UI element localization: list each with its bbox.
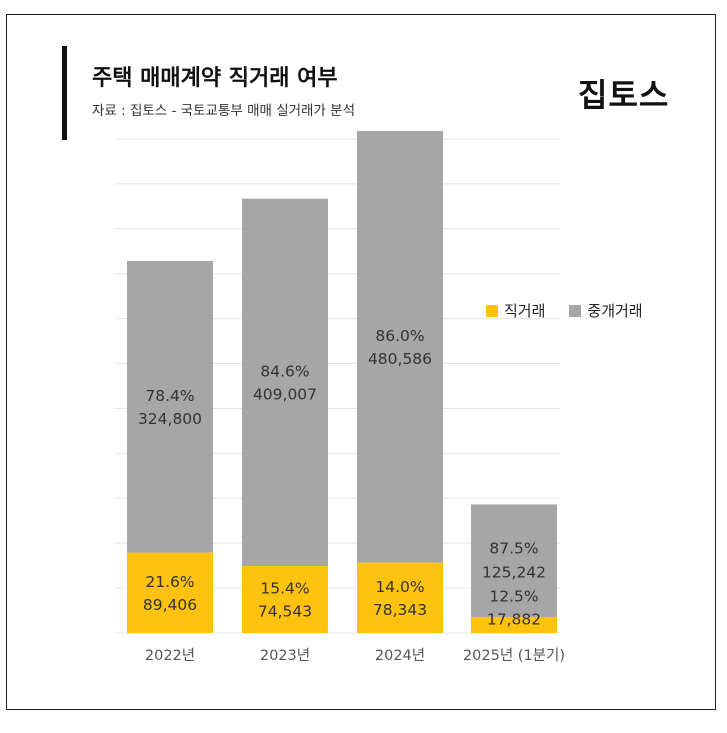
data-label-direct-percent: 14.0%: [375, 578, 424, 596]
legend-swatch-direct: [486, 304, 498, 317]
bar-direct: [127, 552, 213, 633]
chart-legend: 직거래 중개거래: [486, 300, 643, 321]
data-label-broker-value: 409,007: [253, 385, 317, 403]
bar-broker: [357, 130, 443, 563]
legend-item-broker: 중개거래: [569, 300, 643, 321]
data-label-direct-percent: 15.4%: [260, 580, 309, 598]
brand-logo: 집토스: [578, 76, 670, 114]
x-tick-label: 2025년 (1분기): [463, 647, 565, 664]
data-label-broker-percent: 86.0%: [375, 327, 424, 345]
bar-direct: [357, 562, 443, 633]
x-tick-label: 2024년: [375, 647, 425, 664]
data-label-broker-percent: 78.4%: [145, 387, 194, 405]
title-accent-bar: [62, 46, 67, 140]
bar-direct: [471, 616, 557, 633]
legend-label-direct: 직거래: [504, 302, 546, 320]
legend-item-direct: 직거래: [486, 300, 545, 321]
data-label-broker-percent: 87.5%: [489, 539, 538, 557]
bar-broker: [242, 198, 328, 567]
legend-label-broker: 중개거래: [587, 302, 643, 320]
data-label-broker-value: 324,800: [138, 410, 202, 428]
x-tick-label: 2022년: [145, 647, 195, 664]
bar-broker: [471, 504, 557, 617]
legend-swatch-broker: [569, 304, 582, 317]
data-label-direct-value: 17,882: [487, 610, 541, 628]
data-label-direct-value: 74,543: [258, 603, 312, 621]
bar-direct: [242, 566, 328, 633]
x-tick-label: 2023년: [260, 647, 310, 664]
data-label-direct-percent: 21.6%: [145, 573, 194, 591]
chart-source: 자료 : 집토스 - 국토교통부 매매 실거래가 분석: [92, 103, 356, 119]
bar-broker: [127, 260, 213, 553]
data-label-broker-value: 480,586: [368, 350, 432, 368]
data-label-broker-value: 125,242: [482, 563, 546, 581]
chart-title: 주택 매매계약 직거래 여부: [92, 66, 338, 91]
data-label-direct-value: 89,406: [143, 596, 197, 614]
data-label-broker-percent: 84.6%: [260, 362, 309, 380]
data-label-direct-percent: 12.5%: [489, 587, 538, 605]
data-label-direct-value: 78,343: [373, 601, 427, 619]
